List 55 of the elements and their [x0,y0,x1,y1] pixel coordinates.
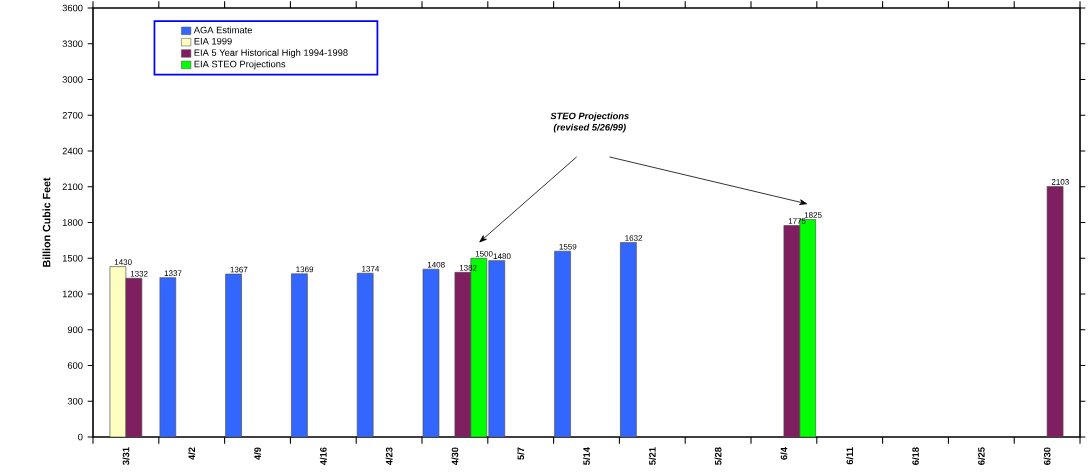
y-tick-label: 1200 [62,290,83,298]
x-tick-label: 5/7 [517,447,525,460]
annotation: (revised 5/26/99) [553,123,626,133]
data-label: 1408 [427,261,445,268]
bar [225,273,242,437]
x-tick-label: 4/9 [254,447,261,460]
bar [620,242,637,437]
y-tick-label: 300 [67,397,83,405]
legend-label: AGA Estimate [193,26,252,34]
y-tick-label: 1500 [62,254,83,262]
x-tick-label: 4/2 [188,447,196,460]
bar [159,277,177,437]
x-tick-label: 6/25 [977,447,985,465]
data-label: 1430 [114,259,132,265]
y-tick-label: 2700 [62,111,83,119]
y-tick-label: 2400 [62,147,83,155]
y-tick-label: 1800 [62,219,83,226]
x-tick-label: 4/16 [319,447,327,466]
x-tick-label: 6/30 [1043,447,1051,465]
x-tick-label: 6/4 [780,447,788,460]
data-label: 1367 [230,266,248,273]
x-tick-label: 4/30 [451,447,459,466]
data-label: 1337 [164,270,182,277]
x-tick-label: 3/31 [122,447,130,465]
y-tick-label: 3300 [62,40,83,48]
annotation: STEO Projections [550,112,629,122]
x-tick-label: 5/28 [714,447,722,465]
y-tick-label: 3000 [62,76,83,83]
y-axis-title: Billion Cubic Feet [42,177,51,267]
x-tick-label: 5/14 [583,447,590,465]
y-tick-label: 0 [78,433,83,441]
data-label: 1332 [130,270,148,277]
bar [554,250,571,437]
y-tick-label: 2100 [62,183,83,191]
y-tick-label: 900 [67,326,83,334]
y-tick-label: 600 [67,362,83,369]
x-tick-label: 5/21 [648,447,656,465]
data-label: 1480 [493,253,511,259]
x-tick-label: 6/18 [912,447,919,465]
bar [488,260,506,437]
legend-label: EIA 1999 [194,37,232,45]
legend-label: EIA STEO Projections [194,60,286,70]
data-label: 1369 [296,266,314,273]
data-label: 1374 [362,265,380,272]
x-tick-label: 6/11 [846,447,854,465]
x-tick-label: 4/23 [385,447,393,466]
data-label: 1559 [559,243,577,250]
legend-label: EIA 5 Year Historical High 1994-1998 [194,49,348,58]
data-label: 1825 [804,212,822,218]
data-label: 1500 [475,250,493,257]
data-label: 1632 [625,235,643,241]
data-label: 2103 [1051,179,1069,185]
bar [356,272,374,437]
bar [291,273,308,437]
y-tick-label: 3600 [62,4,83,12]
